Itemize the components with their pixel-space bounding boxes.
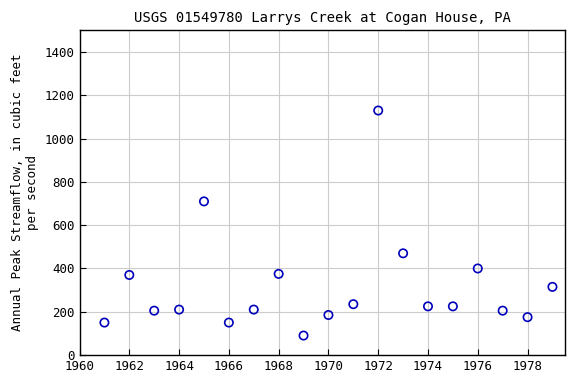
Point bbox=[124, 272, 134, 278]
Point bbox=[224, 319, 233, 326]
Point bbox=[523, 314, 532, 320]
Point bbox=[324, 312, 333, 318]
Point bbox=[274, 271, 283, 277]
Point bbox=[448, 303, 457, 310]
Y-axis label: Annual Peak Streamflow, in cubic feet
per second: Annual Peak Streamflow, in cubic feet pe… bbox=[11, 54, 39, 331]
Point bbox=[399, 250, 408, 257]
Point bbox=[299, 333, 308, 339]
Point bbox=[100, 319, 109, 326]
Point bbox=[199, 198, 209, 204]
Point bbox=[548, 284, 557, 290]
Title: USGS 01549780 Larrys Creek at Cogan House, PA: USGS 01549780 Larrys Creek at Cogan Hous… bbox=[134, 11, 511, 25]
Point bbox=[348, 301, 358, 307]
Point bbox=[498, 308, 507, 314]
Point bbox=[249, 306, 259, 313]
Point bbox=[473, 265, 482, 271]
Point bbox=[150, 308, 159, 314]
Point bbox=[175, 306, 184, 313]
Point bbox=[374, 108, 383, 114]
Point bbox=[423, 303, 433, 310]
